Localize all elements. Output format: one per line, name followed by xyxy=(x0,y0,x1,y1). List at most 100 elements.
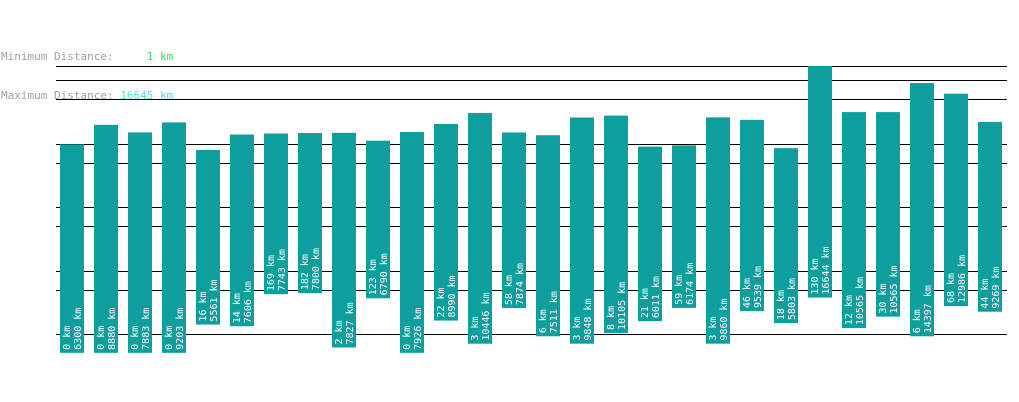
bar-value-label: 7606 km xyxy=(243,281,254,323)
bar-group: 14 km 7606 km xyxy=(230,134,254,327)
bar-value-label: 5803 km xyxy=(787,278,798,320)
bar-min-label: 8 km xyxy=(606,306,617,330)
bar-min-label: 14 km xyxy=(232,293,243,323)
bar-min-label: 6 km xyxy=(912,309,923,333)
bar-group: 8 km 10105 km xyxy=(604,115,628,333)
bar-value-label: 10565 km xyxy=(855,277,866,325)
bar-min-label: 44 km xyxy=(980,279,991,309)
bar xyxy=(740,119,764,312)
bar-value-label: 7883 km xyxy=(141,308,152,350)
bar xyxy=(978,121,1002,312)
bar-group: 22 km 8990 km xyxy=(434,124,458,321)
bar-value-label: 6174 km xyxy=(685,263,696,305)
bars: 0 km 6300 km 0 km 8880 km 0 km 7883 km 0 km 920… xyxy=(60,66,1002,353)
bar-group: 6 km 7511 km xyxy=(536,135,560,337)
bar-min-label: 182 km xyxy=(300,254,311,290)
bar xyxy=(162,122,186,353)
bar-group: 16 km 5561 km xyxy=(196,150,220,325)
bar-group: 18 km 5803 km xyxy=(774,148,798,324)
bar-value-label: 16644 km xyxy=(821,246,832,294)
bar-min-label: 59 km xyxy=(674,275,685,305)
bar-value-label: 7827 km xyxy=(345,302,356,344)
bar-group: 0 km 7883 km xyxy=(128,132,152,353)
bar-value-label: 10565 km xyxy=(889,265,900,313)
bar-min-label: 0 km xyxy=(130,326,141,350)
bar-min-label: 169 km xyxy=(266,255,277,291)
bar-value-label: 5561 km xyxy=(209,279,220,321)
min-distance-label: Minimum Distance: xyxy=(1,50,114,63)
bar-group: 0 km 8880 km xyxy=(94,124,118,353)
bar xyxy=(876,112,900,317)
bar xyxy=(672,145,696,308)
bar-value-label: 9203 km xyxy=(175,308,186,350)
bar-min-label: 6 km xyxy=(538,309,549,333)
bar-min-label: 0 km xyxy=(96,326,107,350)
max-distance-label: Maximum Distance: xyxy=(1,89,114,102)
bar xyxy=(60,144,84,353)
bar-min-label: 68 km xyxy=(946,273,957,303)
bar-value-label: 10446 km xyxy=(481,293,492,341)
bar-group: 3 km 9848 km xyxy=(570,117,594,344)
bar xyxy=(332,132,356,348)
bar-group: 58 km 7874 km xyxy=(502,132,526,309)
bar xyxy=(468,112,492,344)
bar-value-label: 8990 km xyxy=(447,275,458,317)
bar xyxy=(298,133,322,294)
bar xyxy=(706,117,730,344)
bar xyxy=(774,148,798,324)
bar-min-label: 3 km xyxy=(470,317,481,341)
bar-min-label: 0 km xyxy=(402,326,413,350)
min-distance-row: Minimum Distance: 1 km xyxy=(1,50,173,63)
bar xyxy=(502,132,526,309)
min-distance-value: 1 km xyxy=(146,50,174,63)
bar xyxy=(230,134,254,327)
bar-group: 169 km 7743 km xyxy=(264,133,288,295)
bar xyxy=(434,124,458,321)
bar-value-label: 8880 km xyxy=(107,308,118,350)
bar-min-label: 16 km xyxy=(198,291,209,321)
bar xyxy=(944,93,968,307)
bar-group: 130 km 16644 km xyxy=(808,66,832,298)
bar-group: 2 km 7827 km xyxy=(332,132,356,348)
bar-value-label: 6300 km xyxy=(73,308,84,350)
bar xyxy=(638,146,662,322)
bar-group: 182 km 7800 km xyxy=(298,133,322,294)
bar-value-label: 9269 km xyxy=(991,267,1002,309)
bar-group: 59 km 6174 km xyxy=(672,145,696,308)
bar-min-label: 58 km xyxy=(504,275,515,305)
bar xyxy=(536,135,560,337)
bar-value-label: 14397 km xyxy=(923,285,934,333)
bar-min-label: 18 km xyxy=(776,290,787,320)
bar-min-label: 123 km xyxy=(368,259,379,295)
max-distance-row: Maximum Distance: 16645 km xyxy=(1,89,173,102)
bar-min-label: 22 km xyxy=(436,287,447,317)
bar-value-label: 7511 km xyxy=(549,291,560,333)
bar-group: 68 km 12986 km xyxy=(944,93,968,307)
bar-value-label: 7926 km xyxy=(413,308,424,350)
bar-group: 44 km 9269 km xyxy=(978,121,1002,312)
bar-min-label: 3 km xyxy=(708,317,719,341)
bar-value-label: 7800 km xyxy=(311,248,322,290)
bar xyxy=(128,132,152,353)
bar-group: 46 km 9539 km xyxy=(740,119,764,312)
bar-group: 30 km 10565 km xyxy=(876,112,900,317)
bar-value-label: 6011 km xyxy=(651,276,662,318)
bar-value-label: 12986 km xyxy=(957,255,968,303)
bar-min-label: 2 km xyxy=(334,320,345,344)
bar-group: 123 km 6790 km xyxy=(366,140,390,299)
bar-min-label: 0 km xyxy=(164,326,175,350)
bar-min-label: 0 km xyxy=(62,326,73,350)
bar xyxy=(842,112,866,329)
max-distance-value: 16645 km xyxy=(120,89,174,102)
bar xyxy=(94,124,118,353)
bar-group: 0 km 7926 km xyxy=(400,132,424,353)
bar-min-label: 46 km xyxy=(742,278,753,308)
bar-value-label: 9848 km xyxy=(583,299,594,341)
bar xyxy=(604,115,628,333)
bar-group: 12 km 10565 km xyxy=(842,112,866,329)
bar-group: 3 km 10446 km xyxy=(468,112,492,344)
bar-group: 0 km 9203 km xyxy=(162,122,186,353)
bar-value-label: 6790 km xyxy=(379,253,390,295)
distance-stats: Minimum Distance: 1 km Maximum Distance:… xyxy=(1,24,173,115)
